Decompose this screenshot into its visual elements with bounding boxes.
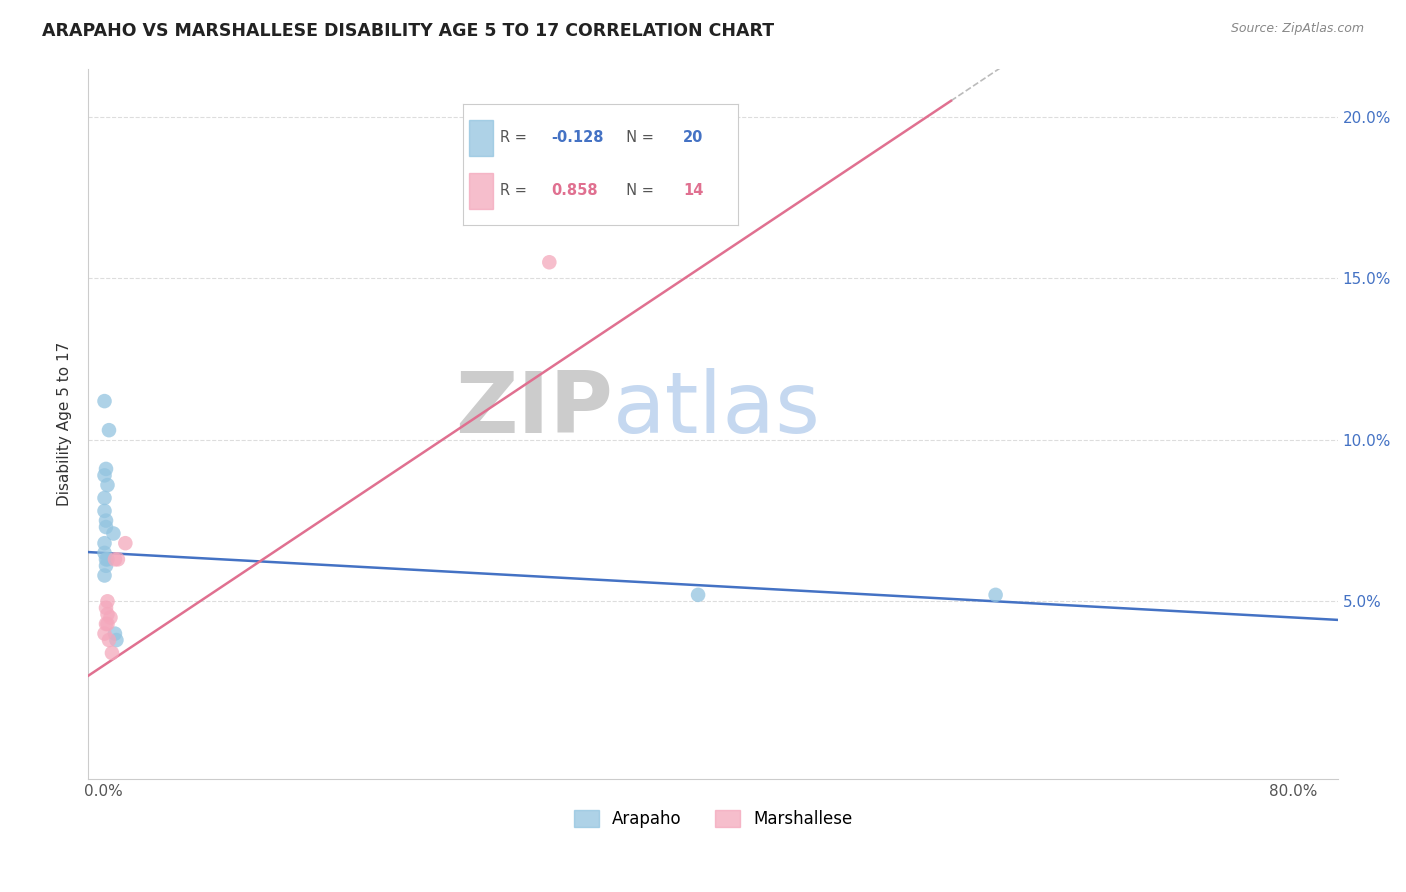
Point xyxy=(105,633,128,648)
Point xyxy=(94,616,117,631)
Point xyxy=(93,536,115,550)
Point xyxy=(94,520,117,534)
Point xyxy=(107,552,129,566)
Point xyxy=(96,478,118,492)
Point xyxy=(98,633,121,648)
Point xyxy=(93,504,115,518)
Legend: Arapaho, Marshallese: Arapaho, Marshallese xyxy=(567,803,859,835)
Point xyxy=(94,462,117,476)
Point xyxy=(94,552,117,566)
Point xyxy=(717,200,740,214)
Point xyxy=(104,626,127,640)
Point xyxy=(96,594,118,608)
Point xyxy=(688,588,710,602)
Point xyxy=(103,526,125,541)
Text: ARAPAHO VS MARSHALLESE DISABILITY AGE 5 TO 17 CORRELATION CHART: ARAPAHO VS MARSHALLESE DISABILITY AGE 5 … xyxy=(42,22,775,40)
Point xyxy=(96,616,118,631)
Point xyxy=(96,607,118,622)
Text: ZIP: ZIP xyxy=(456,368,613,451)
Point xyxy=(94,558,117,573)
Point xyxy=(100,610,122,624)
Point xyxy=(984,588,1007,602)
Point xyxy=(98,423,121,437)
Point xyxy=(93,491,115,505)
Point xyxy=(93,546,115,560)
Point xyxy=(94,600,117,615)
Y-axis label: Disability Age 5 to 17: Disability Age 5 to 17 xyxy=(58,342,72,506)
Point xyxy=(114,536,136,550)
Point xyxy=(93,468,115,483)
Text: Source: ZipAtlas.com: Source: ZipAtlas.com xyxy=(1230,22,1364,36)
Point xyxy=(538,255,561,269)
Text: atlas: atlas xyxy=(613,368,821,451)
Point xyxy=(93,568,115,582)
Point xyxy=(104,552,127,566)
Point xyxy=(96,552,118,566)
Point xyxy=(94,514,117,528)
Point xyxy=(93,394,115,409)
Point xyxy=(93,626,115,640)
Point xyxy=(101,646,124,660)
